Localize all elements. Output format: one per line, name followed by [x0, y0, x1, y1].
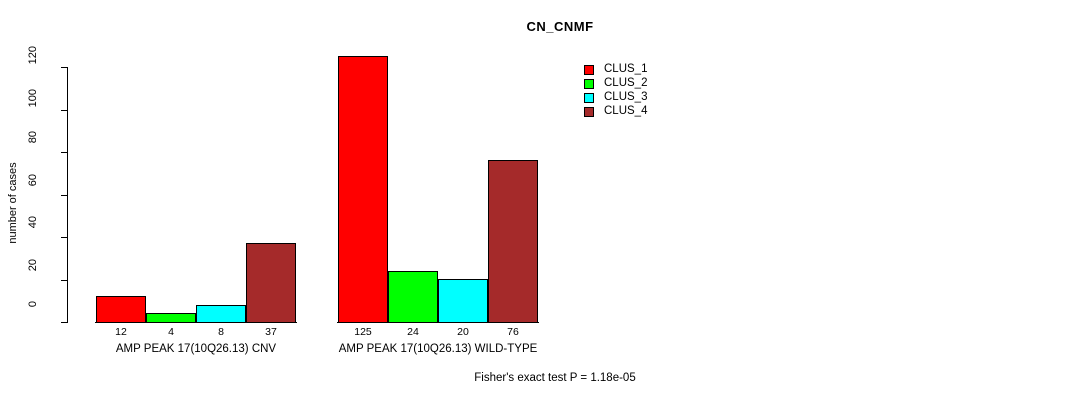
bar[interactable] — [338, 56, 388, 323]
bar[interactable] — [96, 296, 146, 323]
y-axis-tick — [61, 152, 67, 153]
chart-title-text: CN_CNMF — [526, 19, 594, 34]
bar[interactable] — [488, 160, 538, 323]
bar[interactable] — [388, 271, 438, 323]
bar-value-label: 37 — [265, 326, 277, 338]
legend-item-label: CLUS_1 — [604, 63, 648, 75]
y-axis-title: number of cases — [7, 162, 19, 244]
plot-area: number of cases 0 20 40 60 80 100 120 12 4 8 37 AM… — [7, 46, 539, 355]
page-title: CN_CNMF — [0, 19, 1090, 34]
bar[interactable] — [146, 313, 196, 323]
bar[interactable] — [438, 279, 488, 323]
y-axis-tick-label: 0 — [27, 301, 39, 308]
legend-swatch-icon — [584, 93, 594, 103]
legend-item-label: CLUS_4 — [604, 105, 648, 117]
y-axis-tick-label: 40 — [27, 216, 39, 229]
bar-value-label: 12 — [115, 326, 127, 338]
legend-swatch-icon — [584, 65, 594, 75]
y-axis-tick — [61, 322, 67, 323]
bar-value-label: 125 — [354, 326, 372, 338]
y-axis-line — [67, 67, 68, 323]
y-axis-tick-label: 100 — [27, 88, 39, 107]
bar-value-label: 76 — [507, 326, 519, 338]
y-axis-tick-label: 20 — [27, 258, 39, 271]
legend-item-label: CLUS_3 — [604, 91, 648, 103]
y-axis-tick-label: 80 — [27, 131, 39, 144]
y-axis-tick — [61, 237, 67, 238]
footnote: Fisher's exact test P = 1.18e-05 — [474, 372, 636, 384]
y-axis-tick — [61, 194, 67, 196]
y-axis-tick — [61, 279, 67, 281]
legend-swatch-icon — [584, 79, 594, 89]
bar[interactable] — [246, 243, 296, 323]
bar-value-label: 8 — [218, 326, 224, 338]
x-axis-group-label: AMP PEAK 17(10Q26.13) WILD-TYPE — [338, 343, 538, 355]
y-axis-tick-label: 120 — [27, 46, 39, 65]
legend-swatch-icon — [584, 107, 594, 117]
bar-value-label: 4 — [168, 326, 174, 338]
y-axis-tick-label: 60 — [27, 173, 39, 186]
x-axis-group-label: AMP PEAK 17(10Q26.13) CNV — [115, 343, 277, 355]
y-axis-tick — [61, 109, 67, 111]
y-axis-tick — [61, 67, 67, 68]
legend-item-label: CLUS_2 — [604, 77, 648, 89]
bar-value-label: 24 — [407, 326, 419, 338]
bar-value-label: 20 — [457, 326, 469, 338]
bar[interactable] — [196, 305, 246, 323]
